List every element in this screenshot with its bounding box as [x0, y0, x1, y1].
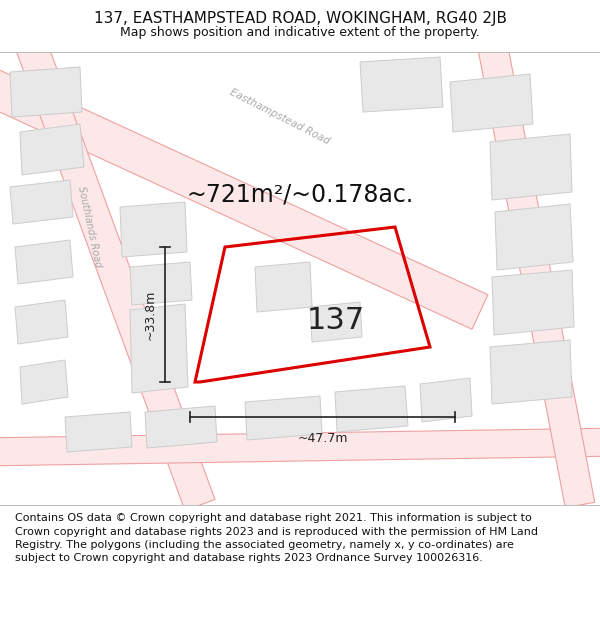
- Polygon shape: [65, 412, 132, 452]
- Polygon shape: [130, 262, 192, 305]
- Polygon shape: [495, 204, 573, 270]
- Polygon shape: [245, 396, 322, 440]
- Polygon shape: [15, 300, 68, 344]
- Polygon shape: [20, 360, 68, 404]
- Polygon shape: [335, 386, 408, 432]
- Polygon shape: [490, 340, 572, 404]
- Polygon shape: [15, 240, 73, 284]
- Text: 137: 137: [307, 306, 365, 335]
- Text: ~33.8m: ~33.8m: [144, 289, 157, 340]
- Text: 137, EASTHAMPSTEAD ROAD, WOKINGHAM, RG40 2JB: 137, EASTHAMPSTEAD ROAD, WOKINGHAM, RG40…: [94, 11, 506, 26]
- Polygon shape: [15, 36, 215, 511]
- Text: Easthampstead Road: Easthampstead Road: [229, 88, 332, 147]
- Polygon shape: [10, 67, 82, 117]
- Text: ~721m²/~0.178ac.: ~721m²/~0.178ac.: [187, 182, 413, 206]
- Polygon shape: [475, 29, 595, 508]
- Polygon shape: [20, 124, 84, 175]
- Polygon shape: [360, 57, 443, 112]
- Polygon shape: [120, 202, 187, 257]
- Polygon shape: [10, 180, 73, 224]
- Text: ~47.7m: ~47.7m: [297, 432, 348, 445]
- Text: Contains OS data © Crown copyright and database right 2021. This information is : Contains OS data © Crown copyright and d…: [15, 513, 538, 563]
- Polygon shape: [0, 65, 488, 329]
- Polygon shape: [255, 262, 312, 312]
- Polygon shape: [450, 74, 533, 132]
- Polygon shape: [130, 304, 188, 393]
- Polygon shape: [490, 134, 572, 200]
- Polygon shape: [420, 378, 472, 422]
- Polygon shape: [492, 270, 574, 335]
- Polygon shape: [0, 428, 600, 466]
- Text: Map shows position and indicative extent of the property.: Map shows position and indicative extent…: [120, 26, 480, 39]
- Polygon shape: [310, 302, 362, 342]
- Text: Southlands Road: Southlands Road: [77, 186, 103, 269]
- Polygon shape: [145, 406, 217, 448]
